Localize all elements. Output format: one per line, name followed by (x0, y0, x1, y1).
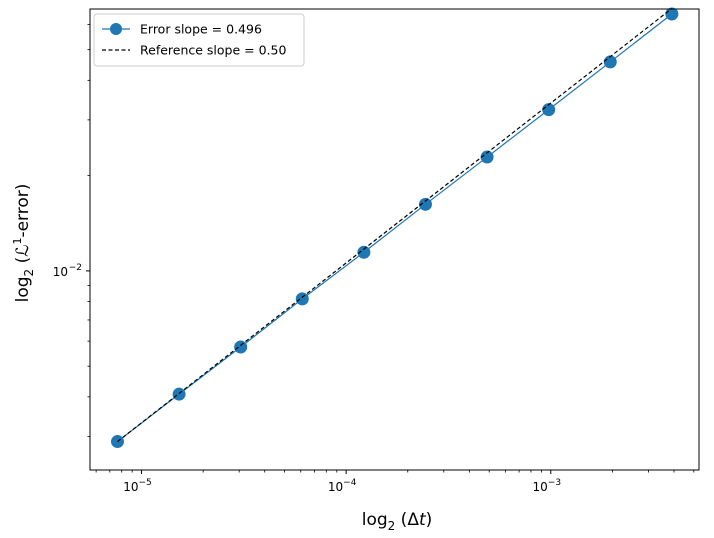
error-series-line (117, 13, 673, 443)
error-data-point (234, 340, 248, 354)
legend: Error slope = 0.496 Reference slope = 0.5… (93, 13, 305, 67)
plot-area (110, 7, 679, 449)
error-data-point (603, 55, 617, 69)
error-data-point (295, 292, 309, 306)
error-data-point (542, 103, 556, 117)
axes: 10−5 10−4 10−3 10−2 (53, 8, 700, 494)
x-tick-label: 10−3 (533, 478, 562, 494)
y-tick-label: 10−2 (53, 263, 82, 279)
x-tick-label: 10−4 (328, 478, 357, 494)
legend-error-label: Error slope = 0.496 (140, 22, 262, 37)
error-data-point (418, 197, 432, 211)
error-data-point (357, 245, 371, 259)
x-axis-title: log2 (Δt) (362, 510, 433, 533)
legend-error-marker (110, 23, 122, 35)
legend-reference-label: Reference slope = 0.50 (140, 43, 286, 58)
reference-series-line (117, 8, 673, 443)
axes-frame (89, 8, 700, 471)
error-data-point (172, 387, 186, 401)
x-tick-label: 10−5 (123, 478, 152, 494)
y-axis-title: log2 (ℒ1-error) (11, 184, 36, 303)
legend-box (93, 13, 305, 67)
error-data-point (665, 7, 679, 21)
